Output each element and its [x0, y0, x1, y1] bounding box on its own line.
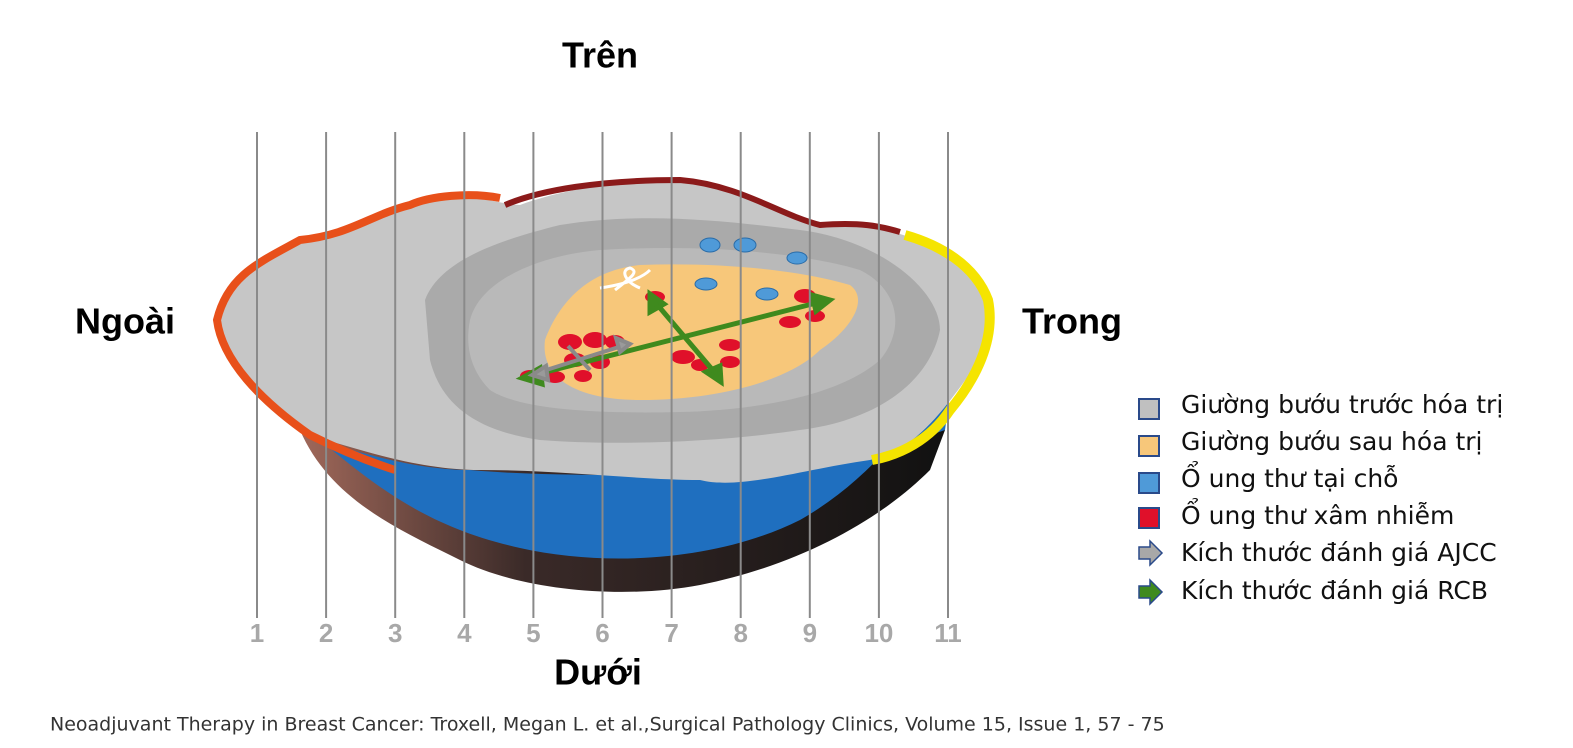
legend: Giường bướu trước hóa trị Giường bướu sa…: [1138, 390, 1503, 606]
top-edge: [503, 176, 901, 235]
legend-label: Ổ ung thư xâm nhiễm: [1181, 497, 1454, 530]
legend-label: Giường bướu sau hóa trị: [1181, 427, 1483, 456]
slice-number: 8: [733, 618, 747, 648]
legend-label: Ổ ung thư tại chỗ: [1181, 460, 1398, 493]
legend-icon: [1138, 578, 1164, 606]
legend-label: Kích thước đánh giá RCB: [1181, 576, 1488, 605]
legend-icon: [1138, 539, 1164, 567]
slice-number: 4: [457, 618, 472, 648]
right-edge: [871, 230, 995, 465]
slices: 1 2 3 4 5 6 7 8 9 10 11: [250, 132, 962, 648]
legend-label: Giường bướu trước hóa trị: [1181, 390, 1503, 419]
citation: Neoadjuvant Therapy in Breast Cancer: Tr…: [50, 714, 1165, 736]
legend-icon: [1138, 472, 1160, 494]
dcis-foci: [694, 237, 808, 301]
legend-icon: [1138, 435, 1160, 457]
tumor-marker: [599, 266, 652, 292]
slice-number: 2: [319, 618, 333, 648]
ajcc-arrows: [527, 334, 634, 383]
specimen-blue-band: [320, 360, 955, 559]
slice-number: 11: [934, 618, 962, 648]
left-edge: [212, 191, 501, 474]
label-right: Trong: [1022, 301, 1122, 342]
legend-icon: [1138, 398, 1160, 420]
slice-number: 7: [664, 618, 678, 648]
slice-number: 10: [864, 618, 893, 648]
slice-number: 9: [803, 618, 817, 648]
slice-number: 1: [250, 618, 264, 648]
label-left: Ngoài: [75, 301, 175, 342]
slice-number: 3: [388, 618, 402, 648]
label-bottom: Dưới: [554, 652, 642, 693]
legend-icon: [1138, 507, 1160, 529]
slice-number: 6: [595, 618, 609, 648]
slice-number: 5: [526, 618, 540, 648]
legend-label: Kích thước đánh giá AJCC: [1181, 538, 1497, 567]
label-top: Trên: [562, 35, 638, 76]
